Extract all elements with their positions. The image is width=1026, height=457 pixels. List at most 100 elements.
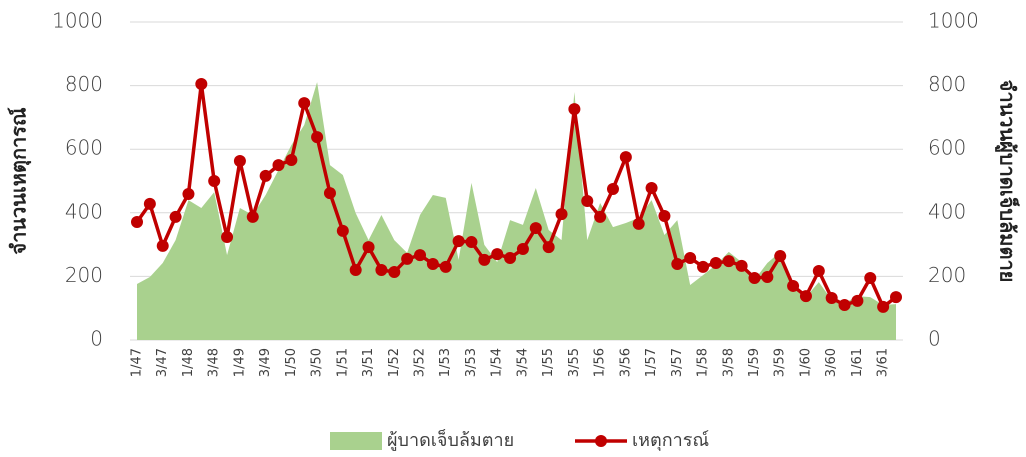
- x-tick-label: 3/60: [824, 348, 839, 377]
- marker: [516, 243, 529, 256]
- marker: [259, 169, 272, 182]
- y2-tick-label: 0: [928, 327, 941, 351]
- marker: [414, 249, 427, 262]
- x-tick-label: 3/54: [515, 348, 530, 377]
- marker: [722, 255, 735, 268]
- x-tick-label: 1/59: [747, 348, 762, 377]
- x-tick-label: 3/47: [155, 348, 170, 377]
- marker: [143, 197, 156, 210]
- y2-tick-label: 200: [928, 263, 966, 287]
- x-tick-label: 1/55: [541, 348, 556, 377]
- marker: [581, 195, 594, 208]
- marker: [452, 235, 465, 248]
- marker: [684, 251, 697, 264]
- marker: [812, 264, 825, 277]
- marker: [465, 236, 478, 249]
- x-tick-label: 1/60: [798, 348, 813, 377]
- marker: [426, 257, 439, 270]
- x-tick-label: 1/47: [130, 348, 145, 377]
- marker: [156, 239, 169, 252]
- area: [137, 82, 896, 341]
- marker: [388, 265, 401, 278]
- marker: [439, 260, 452, 273]
- marker: [568, 103, 581, 116]
- y-tick-label: 800: [65, 72, 103, 96]
- marker: [478, 253, 491, 266]
- x-tick-label: 3/57: [670, 348, 685, 377]
- marker: [671, 257, 684, 270]
- marker: [349, 264, 362, 277]
- marker: [774, 250, 787, 263]
- marker: [491, 248, 504, 261]
- marker: [697, 260, 710, 273]
- x-tick-label: 3/51: [361, 348, 376, 377]
- x-tick-label: 3/55: [567, 348, 582, 377]
- marker: [336, 224, 349, 237]
- y2-tick-label: 600: [928, 136, 966, 160]
- marker: [890, 291, 902, 304]
- marker: [131, 216, 143, 229]
- marker: [298, 97, 311, 110]
- marker: [208, 175, 221, 187]
- y-tick-label: 0: [90, 327, 103, 351]
- marker: [787, 279, 800, 292]
- x-tick-label: 3/49: [258, 348, 273, 377]
- marker: [246, 210, 259, 223]
- x-tick-label: 1/51: [335, 348, 350, 377]
- marker: [838, 299, 851, 312]
- marker: [851, 294, 864, 307]
- y2-axis-title: จำนวนผู้บาดเจ็บล้มตาย: [994, 80, 1021, 283]
- x-tick-label: 3/56: [618, 348, 633, 377]
- y-tick-label: 400: [65, 199, 103, 223]
- marker: [221, 230, 234, 243]
- x-tick-label: 1/56: [593, 348, 608, 377]
- x-tick-label: 3/61: [876, 348, 891, 377]
- x-tick-label: 1/49: [232, 348, 247, 377]
- marker: [504, 251, 517, 264]
- y2-tick-label: 800: [928, 72, 966, 96]
- y-tick-label: 1000: [52, 9, 103, 33]
- x-tick-label: 3/53: [464, 348, 479, 377]
- marker: [323, 187, 336, 200]
- x-tick-label: 1/53: [438, 348, 453, 377]
- marker: [401, 252, 414, 265]
- marker: [375, 264, 388, 277]
- legend-label: เหตุการณ์: [632, 430, 709, 451]
- marker: [542, 241, 555, 254]
- x-tick-label: 1/61: [850, 348, 865, 377]
- marker: [233, 154, 246, 167]
- marker: [632, 217, 645, 230]
- legend-label: ผู้บาดเจ็บล้มตาย: [387, 428, 514, 451]
- marker: [182, 188, 195, 201]
- marker: [362, 241, 375, 254]
- marker: [311, 131, 324, 144]
- marker: [195, 78, 208, 91]
- marker: [619, 151, 632, 164]
- y-axis-title: จำนวนเหตุการณ์: [7, 107, 32, 255]
- marker: [645, 181, 658, 194]
- y-tick-label: 200: [65, 263, 103, 287]
- legend-swatch: [330, 432, 382, 450]
- x-tick-label: 3/48: [207, 348, 222, 377]
- y2-tick-label: 1000: [928, 9, 979, 33]
- y-tick-label: 600: [65, 136, 103, 160]
- x-tick-label: 1/58: [696, 348, 711, 377]
- marker: [799, 290, 812, 303]
- x-tick-label: 1/54: [490, 348, 505, 377]
- marker: [169, 210, 182, 223]
- marker: [709, 257, 722, 270]
- marker: [285, 154, 298, 167]
- y2-tick-label: 400: [928, 199, 966, 223]
- marker: [864, 271, 877, 284]
- x-tick-label: 3/58: [721, 348, 736, 377]
- marker: [735, 259, 748, 272]
- marker: [555, 208, 568, 221]
- marker: [529, 222, 542, 235]
- marker: [761, 271, 774, 284]
- marker: [877, 300, 890, 313]
- marker: [272, 159, 285, 172]
- marker: [748, 271, 761, 284]
- marker: [606, 182, 619, 195]
- x-tick-label: 1/48: [181, 348, 196, 377]
